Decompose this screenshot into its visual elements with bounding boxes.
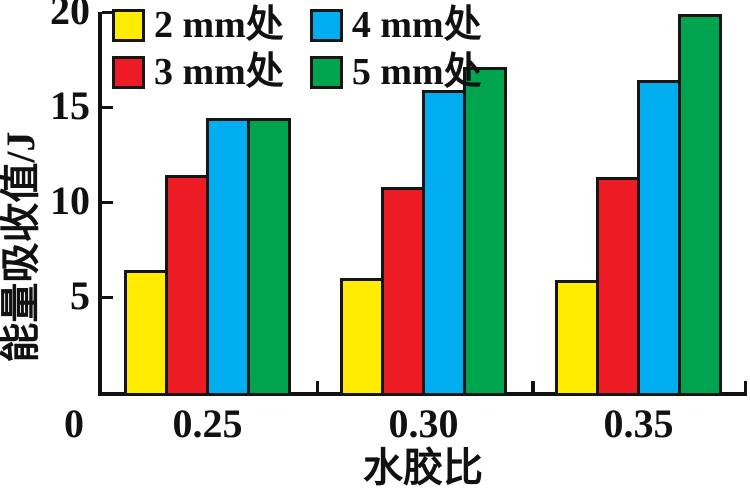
bar-3mm处-0.35 [596,177,640,396]
legend-item-3mm处: 3 mm处 [112,53,284,91]
y-axis-title: 能量吸收值/J [0,131,43,363]
bar-3mm处-0.25 [165,175,209,396]
bar-5mm处-0.30 [463,67,507,396]
bar-4mm处-0.35 [637,80,681,396]
legend-label: 2 mm处 [154,4,284,46]
legend-swatch-icon [112,55,145,89]
bar-3mm处-0.30 [381,186,425,396]
legend-label: 3 mm处 [154,51,284,93]
bar-2mm处-0.25 [124,270,168,396]
x-axis-tick-label-0.30: 0.30 [388,401,459,446]
bar-2mm处-0.35 [555,279,599,396]
legend-swatch-icon [309,8,343,42]
y-axis-tick-label-5: 5 [70,273,90,319]
bar-4mm处-0.30 [422,89,466,396]
y-axis-tick-label-10: 10 [50,178,90,224]
legend-label: 5 mm处 [351,51,482,93]
legend-label: 4 mm处 [351,4,482,46]
bar-2mm处-0.30 [340,278,384,396]
x-axis-tick-1 [531,381,535,392]
y-axis-tick-label-20: 20 [50,0,90,34]
plot-area [98,10,747,396]
y-axis-tick-15 [102,105,113,109]
x-axis-title: 水胶比 [363,445,483,490]
x-axis-tick-0 [315,381,319,392]
y-axis-tick-5 [102,295,113,299]
legend-swatch-icon [112,8,145,42]
legend-item-2mm处: 2 mm处 [112,6,284,44]
x-axis-tick-2 [743,381,747,392]
bar-5mm处-0.35 [678,13,722,396]
bar-5mm处-0.25 [247,118,291,396]
y-axis-tick-20 [102,10,113,14]
y-axis-tick-label-15: 15 [50,83,90,129]
x-axis-tick-label-0.35: 0.35 [603,401,674,446]
bar-4mm处-0.25 [206,118,250,396]
x-axis-tick-label-0.25: 0.25 [172,401,243,446]
legend-item-4mm处: 4 mm处 [309,4,482,46]
y-axis-origin-label: 0 [64,401,84,446]
legend-item-5mm处: 5 mm处 [309,51,482,93]
legend-swatch-icon [309,55,343,89]
legend: 2 mm处 3 mm处 4 mm处 5 mm处 [112,6,482,91]
y-axis-tick-10 [102,200,113,204]
